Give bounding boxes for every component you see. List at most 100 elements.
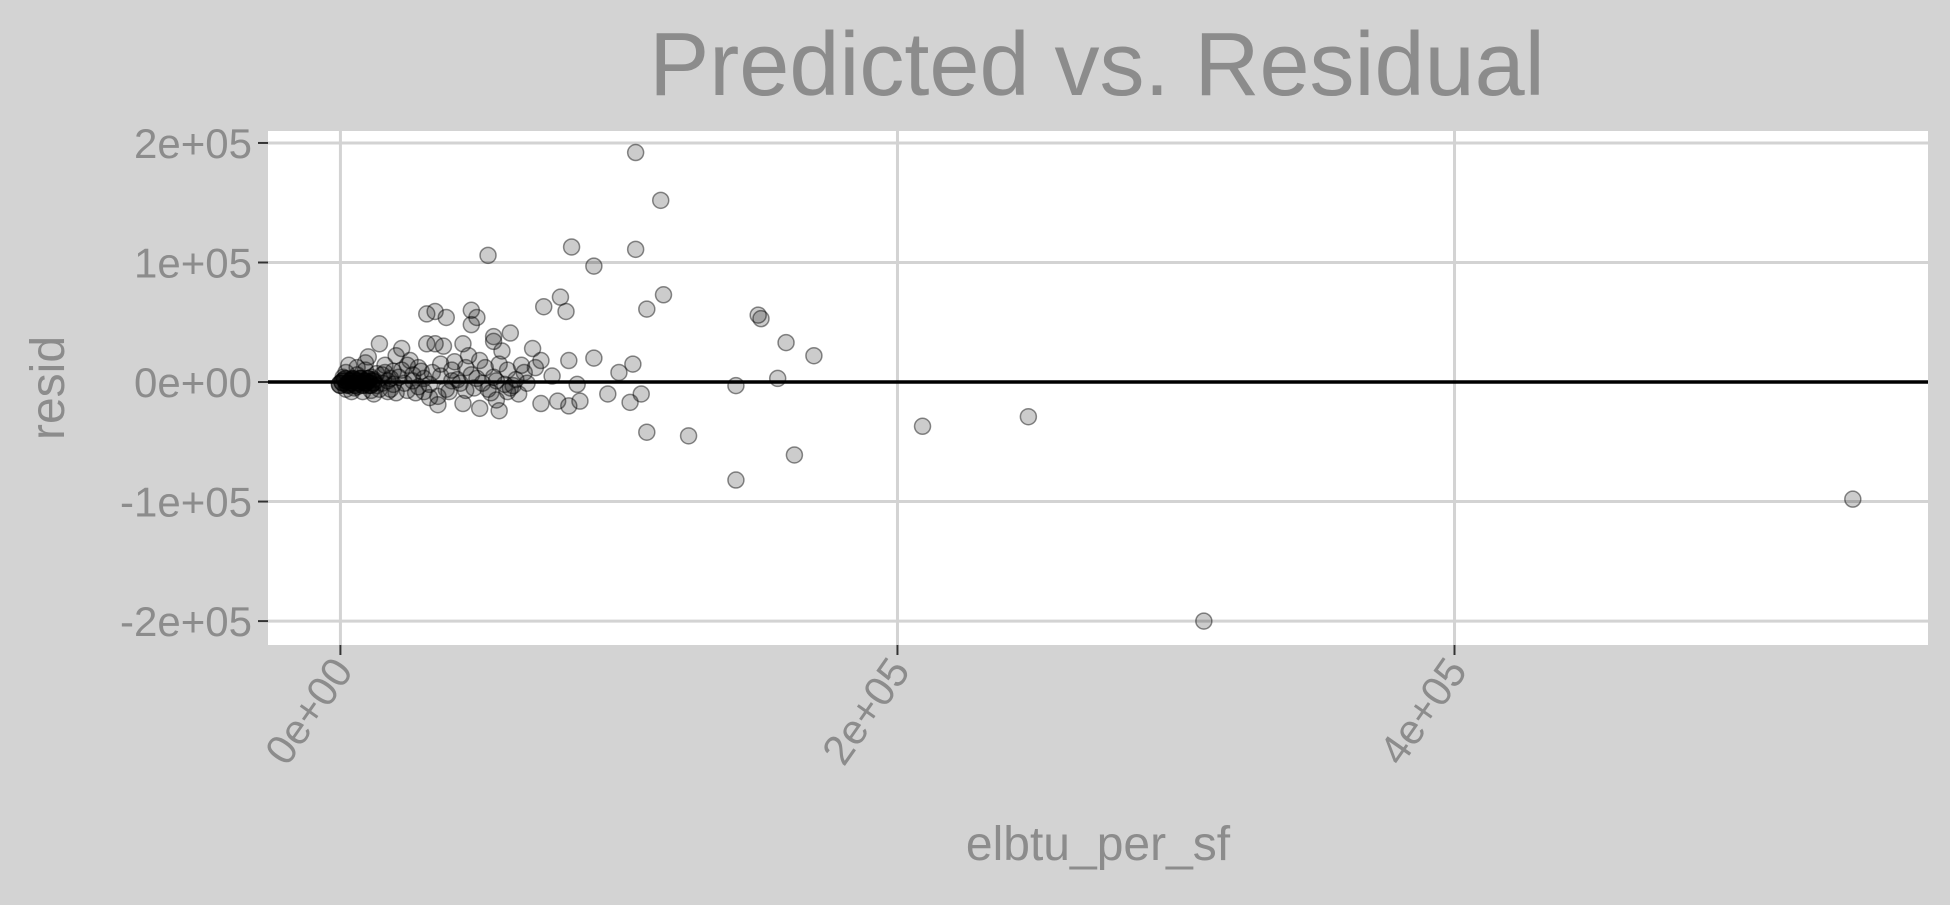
scatter-point (523, 339, 542, 358)
scatter-point (370, 335, 389, 353)
scatter-point (379, 382, 397, 401)
scatter-point (404, 366, 422, 384)
scatter-point (518, 374, 536, 392)
scatter-point (418, 305, 436, 323)
scatter-point (638, 423, 656, 441)
scatter-point (376, 356, 394, 375)
scatter-point (490, 401, 508, 420)
scatter-point (426, 335, 444, 353)
scatter-point (418, 335, 436, 353)
scatter-point (679, 427, 698, 445)
scatter-point (429, 387, 447, 406)
scatter-point (434, 337, 453, 355)
scatter-point (420, 375, 439, 394)
data-points (330, 143, 1862, 630)
scatter-point (777, 333, 795, 352)
scatter-point (498, 382, 517, 401)
x-axis-title: elbtu_per_sf (966, 818, 1231, 871)
scatter-point (509, 385, 528, 403)
scatter-point (785, 446, 804, 464)
scatter-point (654, 286, 673, 304)
scatter-point (412, 362, 430, 381)
scatter-point (727, 471, 745, 489)
scatter-point (431, 355, 450, 373)
scatter-point (398, 381, 417, 400)
scatter-point (457, 381, 475, 400)
scatter-point (448, 370, 467, 389)
scatter-point (752, 309, 770, 328)
scatter-point (429, 395, 447, 414)
scatter-point (398, 356, 417, 375)
scatter-point (404, 372, 422, 390)
scatter-point (401, 351, 419, 370)
scatter-point (532, 394, 550, 413)
y-tick-label: 2e+05 (134, 120, 252, 167)
scatter-point (515, 363, 533, 382)
scatter-point (632, 385, 650, 403)
scatter-point (479, 380, 497, 398)
scatter-point (482, 384, 500, 402)
scatter-point (487, 391, 506, 409)
scatter-point (415, 382, 433, 401)
scatter-point (459, 346, 478, 365)
y-tick-label: 1e+05 (134, 239, 252, 286)
scatter-point (457, 358, 475, 377)
scatter-point (426, 302, 444, 321)
scatter-point (571, 392, 589, 410)
scatter-point (392, 361, 411, 379)
scatter-point (476, 358, 494, 377)
scatter-point (387, 346, 405, 365)
scatter-point (406, 384, 425, 402)
scatter-point (1844, 490, 1862, 508)
scatter-point (462, 366, 481, 384)
scatter-point (468, 369, 486, 388)
scatter-point (484, 332, 503, 351)
scatter-point (359, 348, 378, 366)
scatter-point (423, 363, 442, 382)
scatter-point (621, 393, 639, 412)
scatter-point (381, 380, 400, 398)
scatter-point (479, 246, 497, 265)
scatter-point (437, 308, 456, 327)
scatter-point (462, 315, 481, 334)
scatter-point (560, 351, 578, 370)
scatter-point (384, 362, 403, 381)
scatter-point (805, 346, 823, 365)
scatter-point (443, 372, 461, 390)
scatter-point (387, 384, 405, 402)
chart-title: Predicted vs. Residual (649, 15, 1544, 115)
scatter-point (1195, 612, 1213, 630)
scatter-point (638, 300, 656, 318)
y-tick-label: -2e+05 (120, 598, 252, 645)
scatter-point (498, 361, 517, 379)
scatter-point (727, 376, 745, 395)
scatter-point (462, 301, 481, 320)
scatter-point (384, 375, 403, 394)
scatter-point (548, 392, 567, 410)
scatter-point (473, 374, 492, 392)
scatter-point (381, 369, 400, 388)
scatter-point (470, 399, 489, 418)
y-tick-label: -1e+05 (120, 479, 252, 526)
scatter-point (585, 349, 603, 367)
scatter-point (651, 191, 670, 210)
scatter-point (749, 306, 767, 324)
y-tick-label: 0e+00 (134, 359, 252, 406)
scatter-point (624, 355, 642, 373)
scatter-point (409, 358, 428, 377)
scatter-point (454, 335, 472, 353)
scatter-point (913, 417, 932, 436)
scatter-point (468, 308, 486, 327)
scatter-point (599, 385, 617, 403)
scatter-point (626, 143, 645, 162)
scatter-point (562, 238, 581, 256)
scatter-point (568, 375, 586, 394)
scatter-point (445, 352, 464, 371)
scatter-point (610, 363, 628, 382)
scatter-point (493, 342, 511, 360)
scatter-point (470, 351, 489, 370)
scatter-point (560, 397, 578, 415)
scatter-point (390, 368, 408, 386)
